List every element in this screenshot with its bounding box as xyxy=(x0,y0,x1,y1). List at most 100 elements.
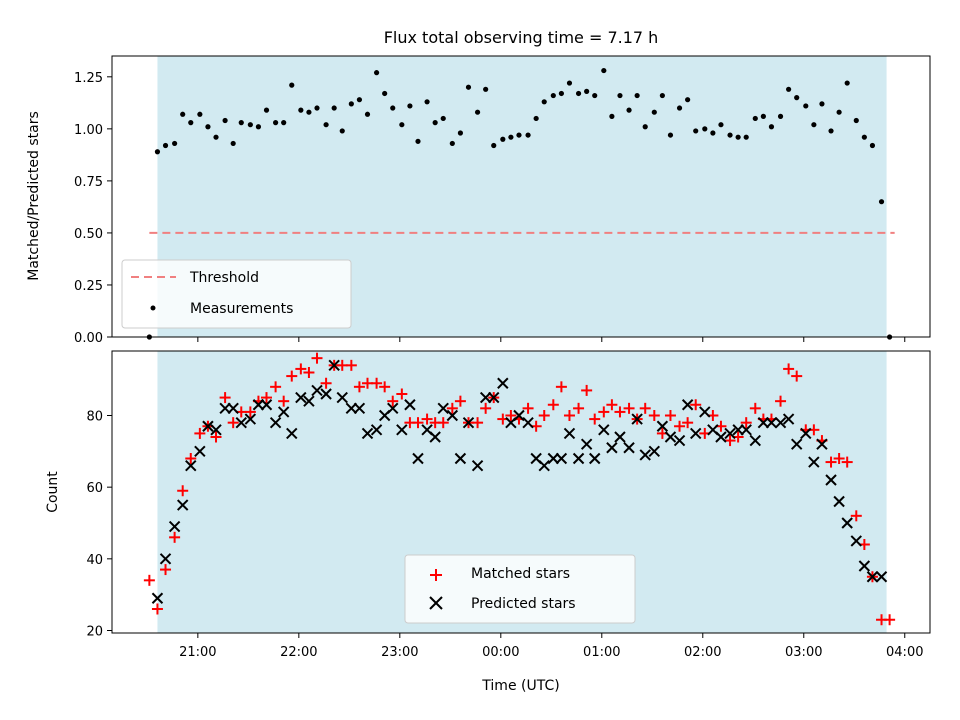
predicted-star-mark-b xyxy=(151,592,164,604)
measurement-point xyxy=(676,105,683,111)
top-legend: Threshold Measurements xyxy=(121,259,352,329)
matched-star-point xyxy=(606,399,618,411)
predicted-star-mark-b xyxy=(328,359,340,372)
predicted-star-mark-b xyxy=(850,535,862,547)
predicted-star-point xyxy=(740,424,752,436)
measurement-point xyxy=(314,105,320,111)
matched-star-point xyxy=(472,417,484,429)
matched-star-point xyxy=(547,399,559,411)
measurement-point xyxy=(180,111,186,117)
measurement-point xyxy=(878,199,885,205)
bottom-x-tick-label: 01:00 xyxy=(583,645,620,660)
count-points xyxy=(143,352,896,626)
predicted-star-point xyxy=(589,452,601,465)
matched-star-point xyxy=(884,614,896,626)
measurement-point xyxy=(197,111,203,117)
top-y-tick-label: 0.00 xyxy=(74,331,103,346)
measurement-point xyxy=(500,136,506,142)
predicted-star-mark-b xyxy=(673,434,686,447)
predicted-star-point xyxy=(875,571,888,583)
legend-measurements-swatch xyxy=(150,305,156,311)
predicted-star-mark-b xyxy=(235,416,247,429)
predicted-star-point xyxy=(235,416,247,429)
predicted-star-point xyxy=(437,402,449,415)
predicted-star-mark-b xyxy=(614,431,626,443)
measurement-point xyxy=(566,80,573,86)
matched-star-point xyxy=(614,406,626,418)
predicted-star-mark-b xyxy=(875,571,888,583)
predicted-star-mark-b xyxy=(437,402,449,415)
predicted-star-point xyxy=(513,409,525,422)
measurement-point xyxy=(760,113,766,119)
predicted-star-mark-b xyxy=(185,459,197,472)
matched-star-point xyxy=(244,406,256,418)
measurement-point xyxy=(693,128,699,134)
bottom-legend: Matched stars Predicted stars xyxy=(404,554,636,624)
bottom-y-axis-label: Count xyxy=(45,471,61,513)
bottom-x-tick-label: 00:00 xyxy=(482,645,519,660)
legend-matched-swatch xyxy=(430,569,442,581)
predicted-star-point xyxy=(866,571,879,583)
predicted-star-mark-b xyxy=(740,424,752,436)
measurement-point xyxy=(306,109,312,115)
measurement-point xyxy=(238,120,244,126)
predicted-star-mark-b xyxy=(816,438,828,450)
predicted-star-point xyxy=(260,399,273,411)
predicted-star-mark-b xyxy=(580,438,593,450)
measurement-point xyxy=(634,92,640,99)
measurement-point xyxy=(348,101,354,107)
measurement-point xyxy=(710,130,716,136)
measurement-point xyxy=(474,109,481,115)
matched-star-point xyxy=(682,417,694,429)
measurement-point xyxy=(811,122,817,128)
measurement-point xyxy=(339,128,345,134)
predicted-star-point xyxy=(816,438,828,450)
matched-star-point xyxy=(623,402,635,414)
matched-star-point xyxy=(311,352,323,364)
measurement-point xyxy=(390,105,396,111)
predicted-star-point xyxy=(194,445,206,458)
predicted-star-point xyxy=(656,420,669,432)
predicted-star-mark-b xyxy=(631,413,643,425)
matched-star-point xyxy=(563,409,575,421)
predicted-star-mark-b xyxy=(589,452,601,465)
measurement-point xyxy=(440,115,446,122)
measurement-point xyxy=(432,120,438,126)
predicted-star-point xyxy=(538,459,550,472)
predicted-star-mark-b xyxy=(724,427,736,440)
matched-star-point xyxy=(261,392,273,404)
predicted-star-mark-b xyxy=(563,427,576,440)
predicted-star-point xyxy=(825,474,837,486)
measurement-point xyxy=(162,142,169,149)
predicted-star-mark-b xyxy=(353,402,366,415)
matched-star-point xyxy=(648,409,660,421)
matched-star-point xyxy=(421,413,433,425)
predicted-star-mark-b xyxy=(790,438,803,450)
matched-star-point xyxy=(454,395,466,407)
predicted-star-point xyxy=(774,416,787,429)
predicted-star-point xyxy=(387,402,399,415)
predicted-star-mark-b xyxy=(699,406,711,418)
predicted-star-point xyxy=(185,459,197,472)
measurement-point xyxy=(188,120,194,126)
top-y-axis: 0.00 0.25 0.50 0.75 1.00 1.25 xyxy=(74,71,112,346)
predicted-star-point xyxy=(227,402,239,415)
predicted-star-mark-b xyxy=(295,391,307,404)
measurement-point xyxy=(558,90,564,97)
bottom-x-tick-label: 02:00 xyxy=(684,645,721,660)
measurement-point xyxy=(853,117,859,124)
predicted-star-point xyxy=(412,452,424,465)
measurement-point xyxy=(659,92,665,99)
predicted-star-point xyxy=(488,391,500,404)
predicted-star-point xyxy=(555,452,568,465)
bottom-x-axis-label: Time (UTC) xyxy=(481,678,559,694)
predicted-star-mark-b xyxy=(800,427,812,440)
bottom-x-tick-label: 03:00 xyxy=(785,645,822,660)
matched-star-point xyxy=(194,427,206,439)
matched-star-point xyxy=(825,456,837,468)
predicted-star-mark-b xyxy=(513,409,525,422)
measurement-point xyxy=(861,134,867,140)
predicted-star-mark-b xyxy=(462,416,475,429)
matched-star-point xyxy=(437,417,449,429)
predicted-star-point xyxy=(724,427,736,440)
